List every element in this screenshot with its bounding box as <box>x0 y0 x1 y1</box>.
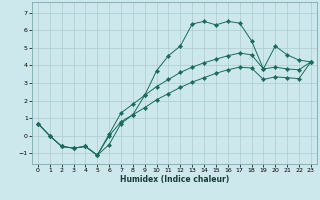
X-axis label: Humidex (Indice chaleur): Humidex (Indice chaleur) <box>120 175 229 184</box>
